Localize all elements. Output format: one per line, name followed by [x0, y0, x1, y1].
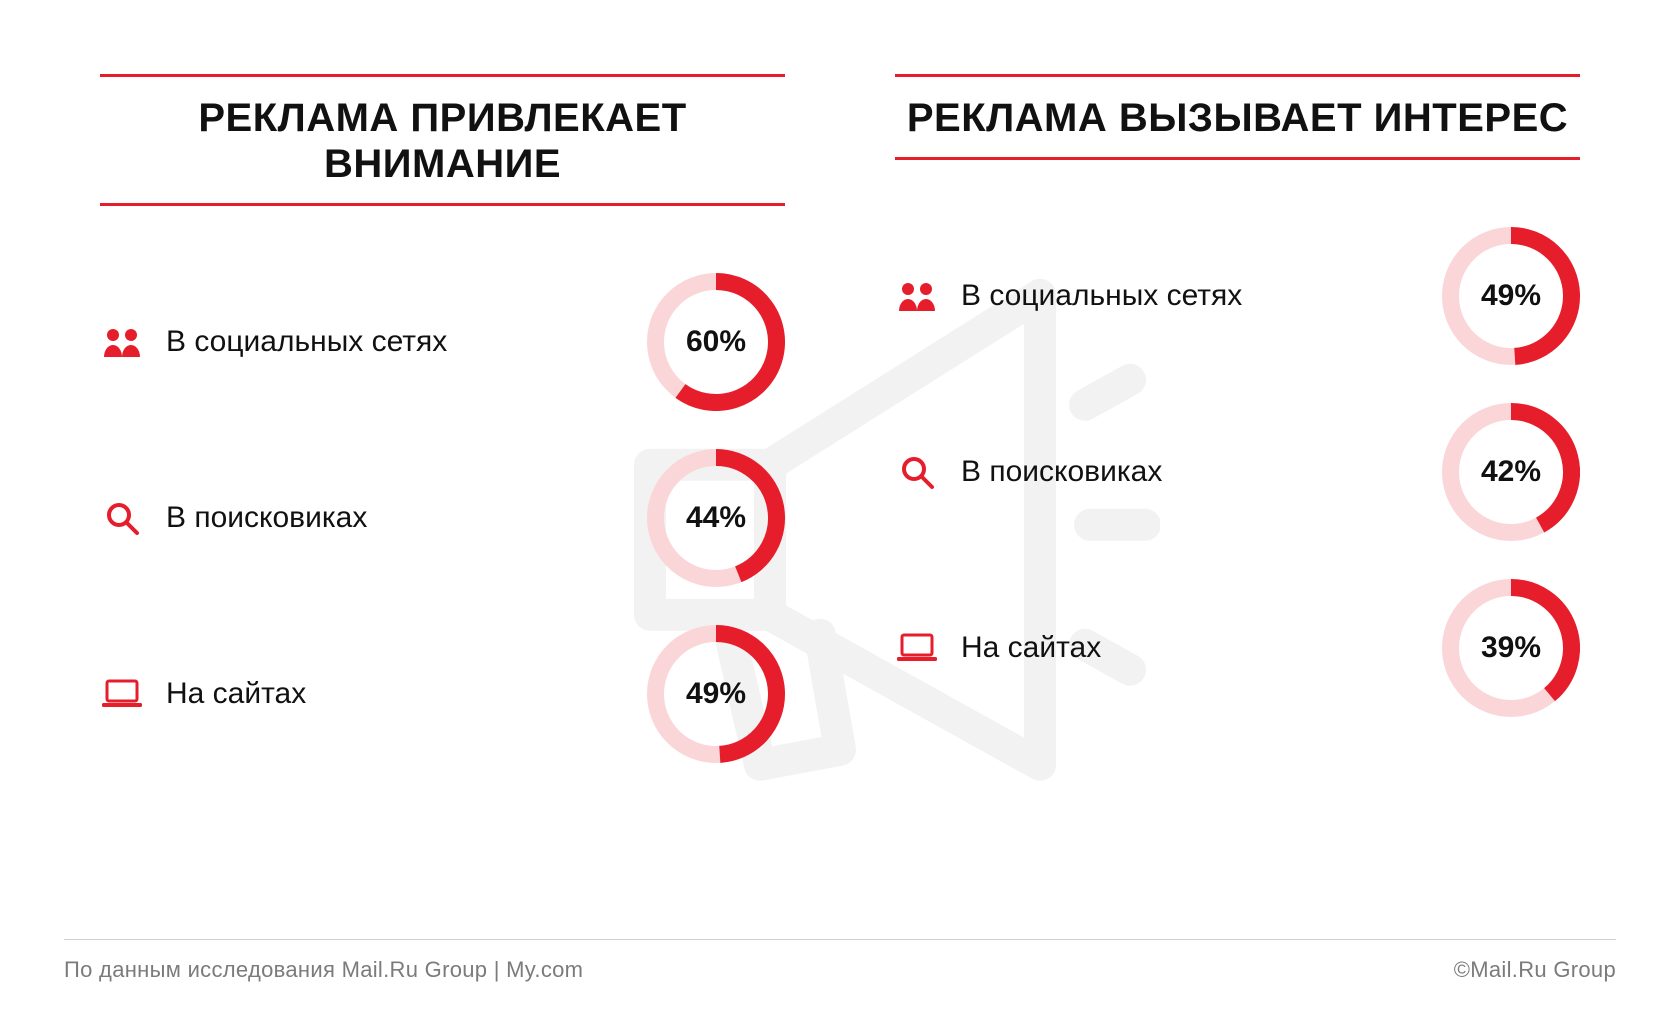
search-icon [100, 500, 144, 536]
donut-chart: 49% [647, 625, 785, 763]
search-icon [895, 454, 939, 490]
stat-row: На сайтах 39% [895, 560, 1580, 736]
footer-source: По данным исследования Mail.Ru Group | M… [64, 957, 583, 983]
people-icon [895, 281, 939, 311]
donut-value: 49% [1442, 227, 1580, 365]
stat-row: В поисковиках 42% [895, 384, 1580, 560]
stat-label: В поисковиках [166, 501, 367, 535]
stat-label: На сайтах [961, 631, 1101, 665]
laptop-icon [100, 679, 144, 709]
panel-interest: РЕКЛАМА ВЫЗЫВАЕТ ИНТЕРЕС В социальных се… [895, 74, 1580, 782]
stat-row: На сайтах 49% [100, 606, 785, 782]
stat-row: В социальных сетях 49% [895, 208, 1580, 384]
footer-copyright: ©Mail.Ru Group [1454, 957, 1616, 983]
donut-chart: 39% [1442, 579, 1580, 717]
stat-label: В поисковиках [961, 455, 1162, 489]
stat-label: В социальных сетях [961, 279, 1242, 313]
donut-value: 60% [647, 273, 785, 411]
panel-rows: В социальных сетях 49% В поисковиках 42% [895, 160, 1580, 736]
panel-rows: В социальных сетях 60% В поисковиках 44% [100, 206, 785, 782]
stat-label: В социальных сетях [166, 325, 447, 359]
footer: По данным исследования Mail.Ru Group | M… [0, 957, 1680, 983]
laptop-icon [895, 633, 939, 663]
donut-value: 39% [1442, 579, 1580, 717]
panel-attention: РЕКЛАМА ПРИВЛЕКАЕТ ВНИМАНИЕ В социальных… [100, 74, 785, 782]
footer-divider [64, 939, 1616, 940]
donut-chart: 44% [647, 449, 785, 587]
stat-label: На сайтах [166, 677, 306, 711]
panel-title: РЕКЛАМА ВЫЗЫВАЕТ ИНТЕРЕС [895, 77, 1580, 157]
donut-value: 44% [647, 449, 785, 587]
donut-chart: 49% [1442, 227, 1580, 365]
stat-row: В социальных сетях 60% [100, 254, 785, 430]
panel-title: РЕКЛАМА ПРИВЛЕКАЕТ ВНИМАНИЕ [100, 77, 785, 203]
donut-value: 42% [1442, 403, 1580, 541]
people-icon [100, 327, 144, 357]
donut-chart: 42% [1442, 403, 1580, 541]
donut-chart: 60% [647, 273, 785, 411]
stat-row: В поисковиках 44% [100, 430, 785, 606]
donut-value: 49% [647, 625, 785, 763]
panels-container: РЕКЛАМА ПРИВЛЕКАЕТ ВНИМАНИЕ В социальных… [0, 0, 1680, 782]
